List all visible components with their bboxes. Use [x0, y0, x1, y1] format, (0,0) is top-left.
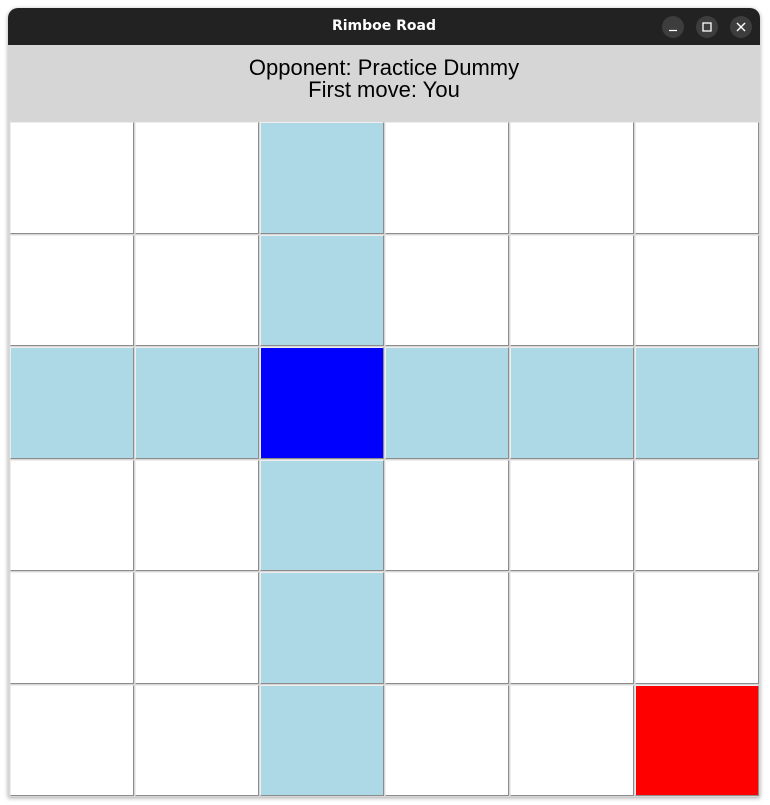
board-cell[interactable]	[10, 122, 134, 234]
board-cell[interactable]	[10, 460, 134, 571]
board-cell[interactable]	[635, 122, 759, 234]
board-cell[interactable]	[135, 235, 259, 346]
close-button[interactable]	[730, 16, 752, 38]
board-cell[interactable]	[385, 685, 509, 796]
board-cell[interactable]	[385, 235, 509, 346]
board-cell[interactable]	[510, 122, 634, 234]
app-window: Rimboe Road Opponent: Practice Dummy Fir…	[8, 8, 760, 797]
game-info-header: Opponent: Practice Dummy First move: You	[8, 45, 760, 121]
highlighted-cell[interactable]	[260, 122, 384, 234]
board-cell[interactable]	[510, 572, 634, 684]
board-cell[interactable]	[635, 572, 759, 684]
board-cell[interactable]	[510, 685, 634, 796]
window-title: Rimboe Road	[331, 18, 437, 34]
title-bar: Rimboe Road	[8, 8, 760, 45]
board-cell[interactable]	[135, 572, 259, 684]
maximize-icon	[702, 22, 712, 32]
close-icon	[736, 22, 746, 32]
highlighted-cell[interactable]	[385, 347, 509, 459]
board-cell[interactable]	[135, 122, 259, 234]
game-board	[10, 122, 760, 797]
board-cell[interactable]	[10, 685, 134, 796]
highlighted-cell[interactable]	[135, 347, 259, 459]
board-cell[interactable]	[385, 460, 509, 571]
highlighted-cell[interactable]	[635, 347, 759, 459]
minimize-button[interactable]	[662, 16, 684, 38]
board-cell[interactable]	[385, 122, 509, 234]
highlighted-cell[interactable]	[260, 235, 384, 346]
board-cell[interactable]	[10, 572, 134, 684]
player-piece-cell[interactable]	[260, 347, 384, 459]
board-cell[interactable]	[385, 572, 509, 684]
opponent-piece-cell[interactable]	[635, 685, 759, 796]
board-cell[interactable]	[635, 460, 759, 571]
highlighted-cell[interactable]	[260, 572, 384, 684]
minimize-icon	[669, 29, 677, 32]
board-cell[interactable]	[510, 460, 634, 571]
board-cell[interactable]	[510, 235, 634, 346]
board-cell[interactable]	[135, 460, 259, 571]
maximize-button[interactable]	[696, 16, 718, 38]
first-move-label: First move: You	[308, 77, 460, 102]
opponent-label: Opponent: Practice Dummy	[248, 55, 520, 80]
highlighted-cell[interactable]	[510, 347, 634, 459]
highlighted-cell[interactable]	[260, 460, 384, 571]
board-cell[interactable]	[635, 235, 759, 346]
board-cell[interactable]	[135, 685, 259, 796]
highlighted-cell[interactable]	[10, 347, 134, 459]
highlighted-cell[interactable]	[260, 685, 384, 796]
board-cell[interactable]	[10, 235, 134, 346]
